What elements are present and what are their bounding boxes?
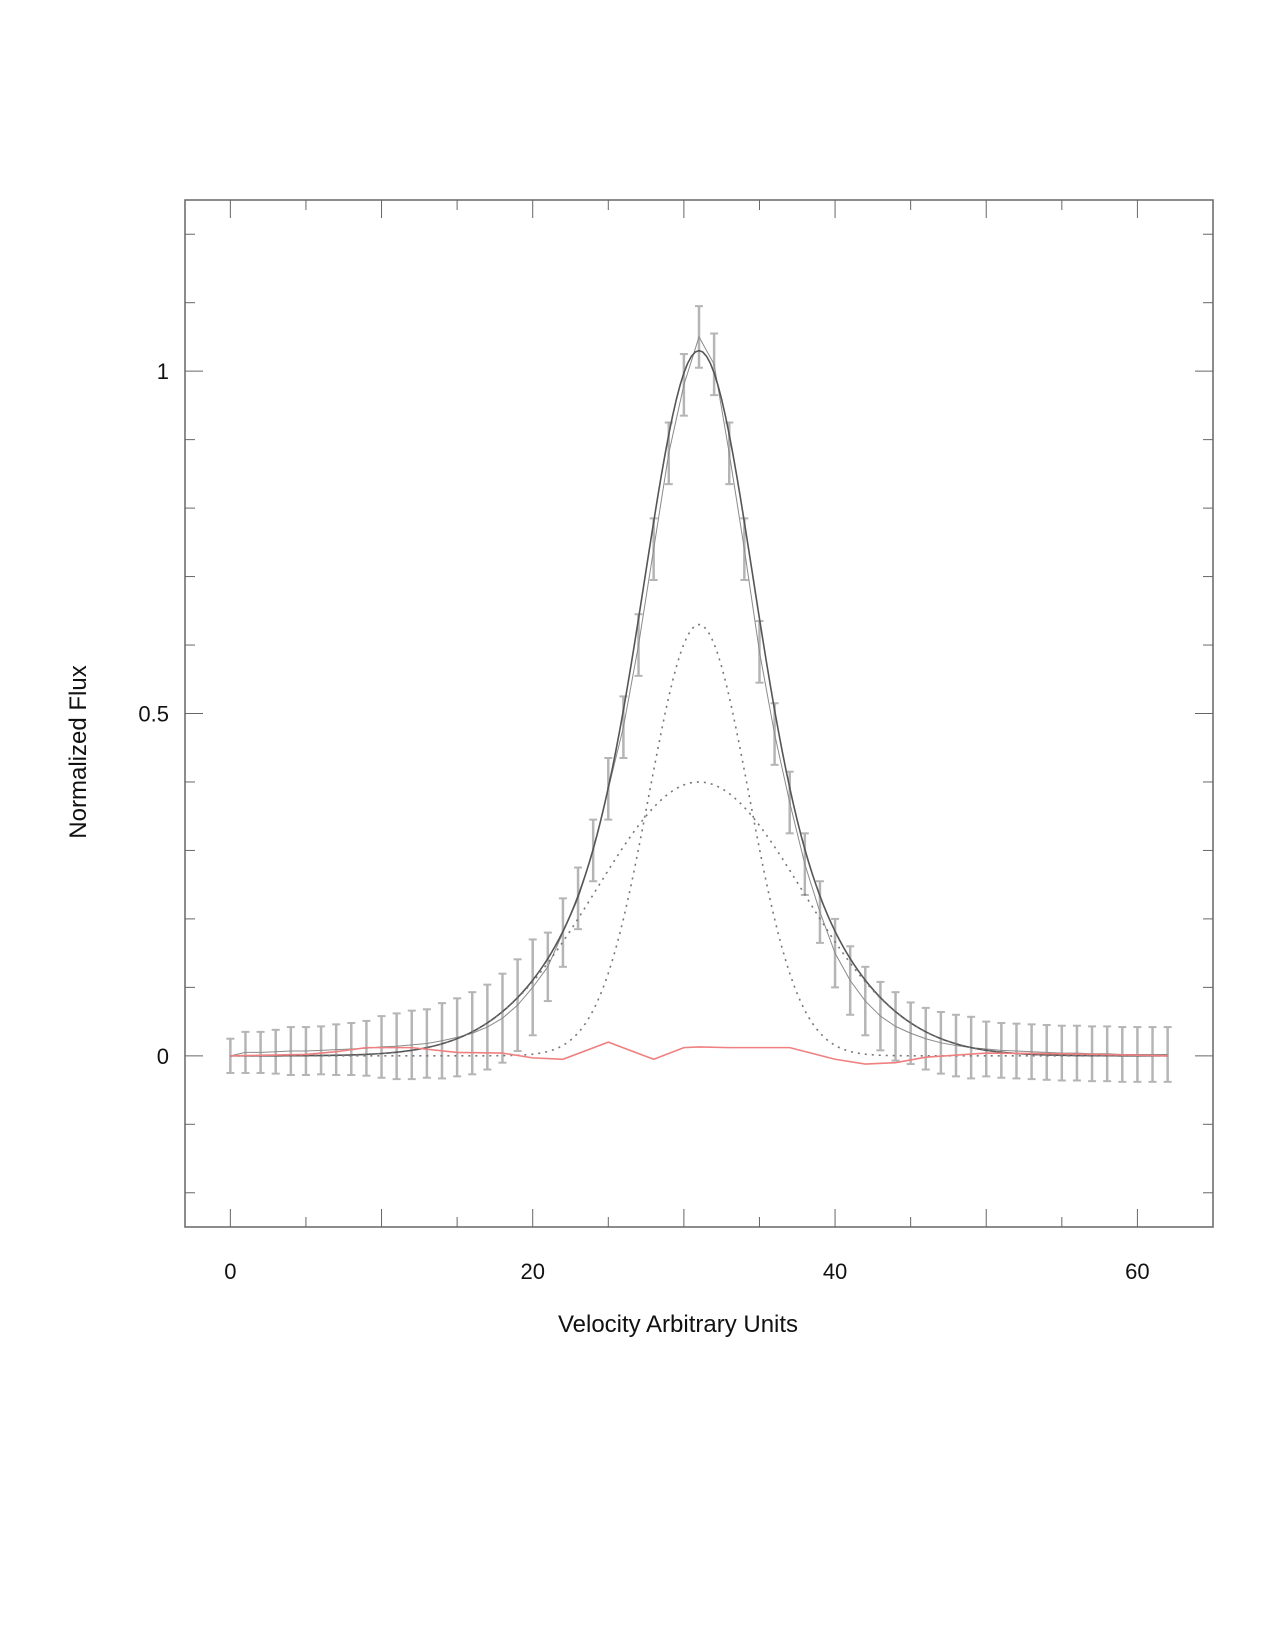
error-bars [226, 305, 1172, 1083]
fit-line [230, 349, 1168, 1057]
tick-marks [185, 200, 1213, 1227]
x-axis-title: Velocity Arbitrary Units [558, 1311, 798, 1338]
series-lines [230, 335, 1168, 1065]
x-tick-label: 0 [224, 1259, 236, 1284]
x-tick-labels: 0 20 40 60 [224, 1259, 1149, 1284]
y-tick-labels: 00.51 [138, 359, 169, 1069]
x-tick-label: 60 [1125, 1259, 1149, 1284]
y-tick-label: 1 [157, 359, 169, 384]
y-tick-label: 0.5 [138, 702, 169, 727]
component-line [230, 781, 1168, 1057]
component-line [230, 623, 1168, 1057]
data-line [230, 335, 1168, 1057]
x-tick-label: 20 [520, 1259, 544, 1284]
x-tick-label: 40 [823, 1259, 847, 1284]
residual-line [230, 1041, 1168, 1065]
y-axis-title: Normalized Flux [65, 665, 92, 838]
y-tick-label: 0 [157, 1044, 169, 1069]
